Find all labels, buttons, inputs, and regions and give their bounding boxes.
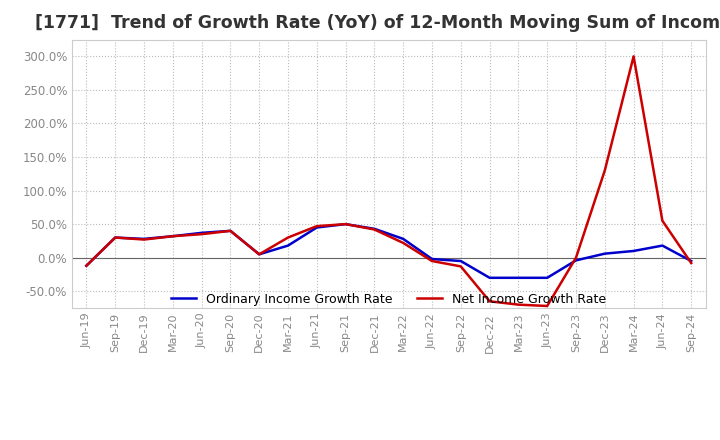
Title: [1771]  Trend of Growth Rate (YoY) of 12-Month Moving Sum of Incomes: [1771] Trend of Growth Rate (YoY) of 12-… (35, 15, 720, 33)
Ordinary Income Growth Rate (140, 236, 148, 242)
Ordinary Income Growth Rate (82, 263, 91, 268)
Net Income Growth Rate (600, 168, 609, 173)
Ordinary Income Growth Rate (514, 275, 523, 280)
Net Income Growth Rate (543, 303, 552, 308)
Ordinary Income Growth Rate (543, 275, 552, 280)
Ordinary Income Growth Rate (197, 230, 206, 235)
Ordinary Income Growth Rate (226, 228, 235, 234)
Ordinary Income Growth Rate (456, 258, 465, 264)
Line: Ordinary Income Growth Rate: Ordinary Income Growth Rate (86, 224, 691, 278)
Ordinary Income Growth Rate (399, 236, 408, 242)
Net Income Growth Rate (428, 258, 436, 264)
Ordinary Income Growth Rate (572, 258, 580, 263)
Ordinary Income Growth Rate (255, 252, 264, 257)
Net Income Growth Rate (82, 263, 91, 268)
Net Income Growth Rate (226, 228, 235, 234)
Net Income Growth Rate (687, 260, 696, 266)
Ordinary Income Growth Rate (485, 275, 494, 280)
Net Income Growth Rate (140, 237, 148, 242)
Net Income Growth Rate (284, 235, 292, 240)
Net Income Growth Rate (255, 252, 264, 257)
Ordinary Income Growth Rate (168, 234, 177, 239)
Ordinary Income Growth Rate (428, 257, 436, 262)
Ordinary Income Growth Rate (312, 225, 321, 230)
Ordinary Income Growth Rate (111, 235, 120, 240)
Ordinary Income Growth Rate (370, 226, 379, 231)
Net Income Growth Rate (658, 218, 667, 224)
Net Income Growth Rate (168, 234, 177, 239)
Net Income Growth Rate (485, 299, 494, 304)
Ordinary Income Growth Rate (658, 243, 667, 248)
Ordinary Income Growth Rate (341, 221, 350, 227)
Line: Net Income Growth Rate: Net Income Growth Rate (86, 56, 691, 306)
Net Income Growth Rate (341, 221, 350, 227)
Ordinary Income Growth Rate (687, 258, 696, 264)
Ordinary Income Growth Rate (629, 248, 638, 253)
Net Income Growth Rate (572, 255, 580, 260)
Net Income Growth Rate (370, 227, 379, 232)
Ordinary Income Growth Rate (600, 251, 609, 256)
Net Income Growth Rate (111, 235, 120, 240)
Net Income Growth Rate (629, 54, 638, 59)
Net Income Growth Rate (197, 231, 206, 237)
Net Income Growth Rate (514, 302, 523, 307)
Ordinary Income Growth Rate (284, 243, 292, 248)
Net Income Growth Rate (399, 240, 408, 246)
Net Income Growth Rate (312, 224, 321, 229)
Legend: Ordinary Income Growth Rate, Net Income Growth Rate: Ordinary Income Growth Rate, Net Income … (166, 288, 611, 311)
Net Income Growth Rate (456, 264, 465, 269)
